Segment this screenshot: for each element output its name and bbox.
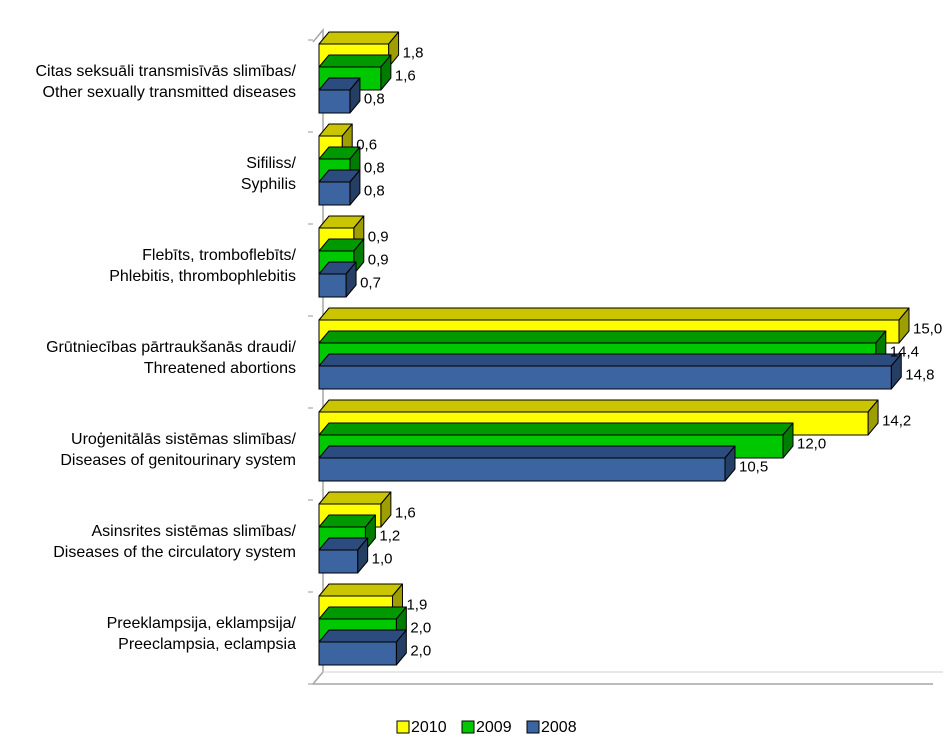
legend-label: 2010 [411,719,447,736]
legend-swatch [461,720,475,734]
bar-2008 [318,261,357,298]
chart-bars [318,31,910,666]
value-label: 1,6 [395,68,416,85]
category-labels: Citas seksuāli transmisīvās slimības/Oth… [35,63,296,653]
value-label: 2,0 [410,643,431,660]
legend-swatch [396,720,410,734]
value-label: 1,6 [395,505,416,522]
category-label: Grūtniecības pārtraukšanās draudi/Threat… [46,339,296,377]
legend-item-2009: 2009 [461,719,512,736]
value-label: 1,2 [379,528,400,545]
value-labels: 1,8 1,6 0,8 0,6 0,8 0,8 0,9 0,9 0,7 15,0 14,4 14,8 1… [356,45,942,660]
value-label: 0,8 [364,183,385,200]
category-label: Sifiliss/Syphilis [241,155,297,193]
chart-legend: 2010 2009 2008 [396,719,577,736]
value-label: 0,6 [356,137,377,154]
category-label: Preeklampsija, eklampsija/Preeclampsia, … [107,615,297,653]
value-label: 10,5 [739,459,768,476]
bar-2008 [318,445,736,482]
category-label: Uroģenitālās sistēmas slimības/Diseases … [60,430,296,469]
category-label: Flebīts, tromboflebīts/Phlebitis, thromb… [109,247,296,285]
value-label: 0,9 [368,229,389,246]
value-label: 14,8 [905,367,934,384]
value-label: 1,8 [403,45,424,62]
bar-2008 [318,77,361,114]
category-label: Asinsrites sistēmas slimības/Diseases of… [53,523,296,561]
legend-item-2010: 2010 [396,719,447,736]
legend-swatch [526,720,540,734]
bar-2008 [318,629,407,666]
value-label: 2,0 [410,620,431,637]
legend-item-2008: 2008 [526,719,577,736]
category-label: Citas seksuāli transmisīvās slimības/Oth… [35,63,296,101]
value-label: 0,8 [364,91,385,108]
value-label: 14,2 [882,413,911,430]
value-label: 1,0 [372,551,393,568]
legend-label: 2009 [476,719,512,736]
value-label: 0,7 [360,275,381,292]
value-label: 15,0 [913,321,942,338]
bar-2008 [318,353,902,390]
value-label: 1,9 [406,597,427,614]
value-label: 0,9 [368,252,389,269]
value-label: 12,0 [797,436,826,453]
value-label: 0,8 [364,160,385,177]
legend-label: 2008 [541,719,577,736]
bar-2008 [318,169,361,206]
bar-2008 [318,537,369,574]
value-label: 14,4 [890,344,919,361]
